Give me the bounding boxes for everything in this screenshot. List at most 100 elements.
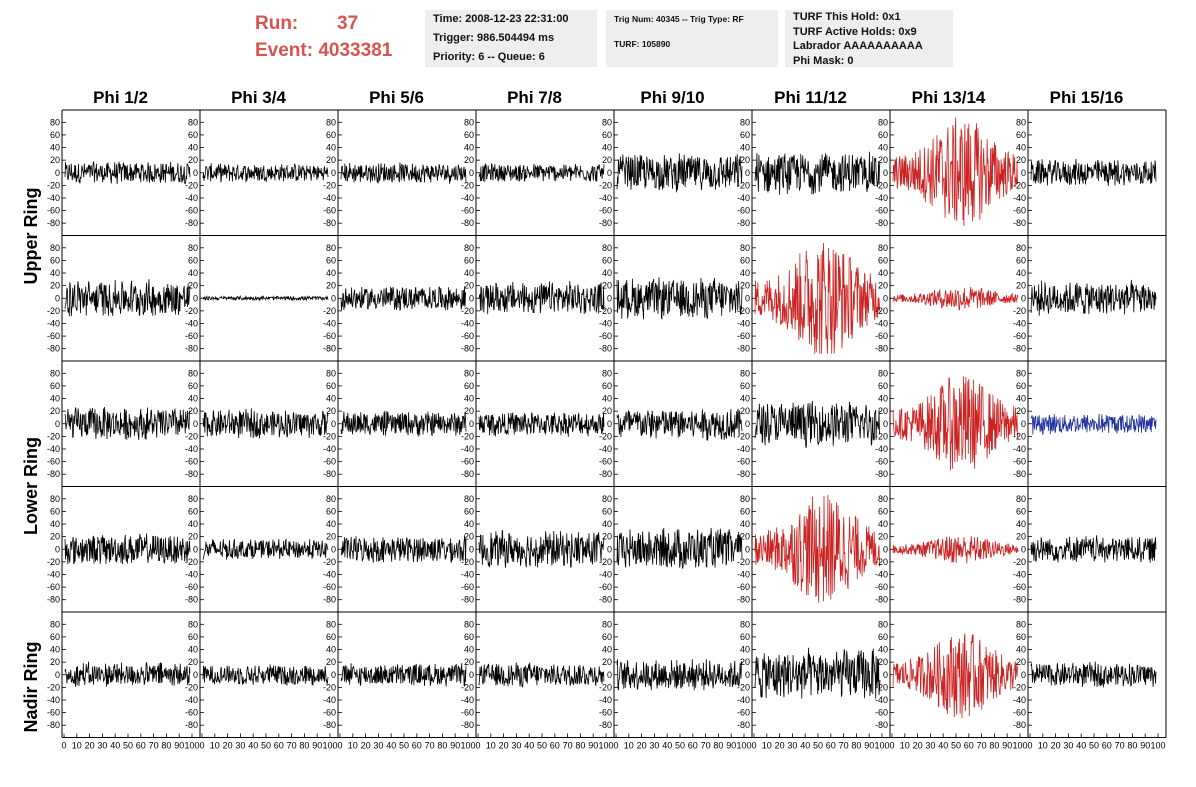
x-tick-label: 40 xyxy=(662,741,672,751)
y-tick-label: 80 xyxy=(1016,619,1026,629)
y-tick-label: 80 xyxy=(878,494,888,504)
y-tick-label: -80 xyxy=(323,720,336,730)
x-tick-label: 10 xyxy=(624,741,634,751)
y-tick-label: 80 xyxy=(740,243,750,253)
y-tick-label: -20 xyxy=(323,306,336,316)
y-tick-label: -20 xyxy=(1013,180,1026,190)
y-tick-label: 0 xyxy=(607,293,612,303)
y-tick-label: -60 xyxy=(47,206,60,216)
y-tick-label: 60 xyxy=(1016,632,1026,642)
y-tick-label: -20 xyxy=(599,682,612,692)
run-label: Run: xyxy=(255,13,299,34)
y-tick-label: -20 xyxy=(875,180,888,190)
x-tick-label: 30 xyxy=(649,741,659,751)
y-tick-label: 40 xyxy=(188,394,198,404)
y-tick-label: 20 xyxy=(326,657,336,667)
y-tick-label: -80 xyxy=(461,595,474,605)
y-tick-label: -20 xyxy=(47,682,60,692)
y-tick-label: 60 xyxy=(50,255,60,265)
y-tick-label: -20 xyxy=(47,180,60,190)
x-tick-label: 100 xyxy=(736,741,751,751)
y-tick-label: 40 xyxy=(50,143,60,153)
run-value: 37 xyxy=(337,13,359,34)
y-tick-label: 80 xyxy=(878,619,888,629)
y-tick-label: 40 xyxy=(464,143,474,153)
y-tick-label: -80 xyxy=(599,218,612,228)
waveform-trace xyxy=(892,536,1019,564)
y-tick-label: 40 xyxy=(464,519,474,529)
y-tick-label: -20 xyxy=(737,306,750,316)
y-tick-label: -80 xyxy=(185,469,198,479)
y-tick-label: -20 xyxy=(1013,306,1026,316)
x-tick-label: 0 xyxy=(475,741,480,751)
y-tick-label: 60 xyxy=(878,506,888,516)
y-tick-label: 80 xyxy=(326,368,336,378)
x-tick-label: 70 xyxy=(563,741,573,751)
y-tick-label: 40 xyxy=(740,519,750,529)
turf-info-box: TURF This Hold: 0x1 TURF Active Holds: 0… xyxy=(785,10,953,67)
y-tick-label: 80 xyxy=(188,243,198,253)
y-tick-label: -80 xyxy=(47,595,60,605)
x-tick-label: 80 xyxy=(437,741,447,751)
y-tick-label: 0 xyxy=(745,670,750,680)
y-tick-label: 0 xyxy=(193,293,198,303)
y-tick-label: -20 xyxy=(737,557,750,567)
y-tick-label: 40 xyxy=(1016,268,1026,278)
y-tick-label: 40 xyxy=(878,519,888,529)
y-tick-label: 80 xyxy=(326,494,336,504)
x-tick-label: 70 xyxy=(1115,741,1125,751)
waveform-trace xyxy=(616,153,743,193)
y-tick-label: -40 xyxy=(599,318,612,328)
x-tick-label: 60 xyxy=(550,741,560,751)
y-tick-label: 20 xyxy=(878,406,888,416)
y-tick-label: -60 xyxy=(1013,708,1026,718)
y-tick-label: 0 xyxy=(331,544,336,554)
y-tick-label: 0 xyxy=(1021,419,1026,429)
y-tick-label: -60 xyxy=(185,708,198,718)
waveform-trace xyxy=(64,161,191,185)
y-tick-label: 40 xyxy=(878,268,888,278)
y-tick-label: -60 xyxy=(185,206,198,216)
y-tick-label: 20 xyxy=(464,281,474,291)
y-tick-label: -40 xyxy=(47,569,60,579)
waveform-trace xyxy=(64,406,191,441)
y-tick-label: 40 xyxy=(740,143,750,153)
y-tick-label: 60 xyxy=(878,130,888,140)
y-tick-label: 40 xyxy=(188,143,198,153)
y-tick-label: 20 xyxy=(326,155,336,165)
y-tick-label: -60 xyxy=(599,331,612,341)
y-tick-label: -60 xyxy=(737,206,750,216)
x-tick-label: 80 xyxy=(989,741,999,751)
y-tick-label: 60 xyxy=(464,255,474,265)
y-tick-label: 80 xyxy=(50,117,60,127)
y-tick-label: 40 xyxy=(1016,394,1026,404)
x-tick-label: 20 xyxy=(1051,741,1061,751)
y-tick-label: 60 xyxy=(878,632,888,642)
y-tick-label: -80 xyxy=(737,469,750,479)
y-tick-label: 20 xyxy=(740,406,750,416)
y-tick-label: -80 xyxy=(1013,218,1026,228)
x-tick-label: 40 xyxy=(386,741,396,751)
y-tick-label: -60 xyxy=(47,582,60,592)
y-tick-label: -20 xyxy=(875,557,888,567)
y-tick-label: 20 xyxy=(50,155,60,165)
y-tick-label: 60 xyxy=(188,255,198,265)
x-tick-label: 10 xyxy=(210,741,220,751)
x-tick-label: 60 xyxy=(136,741,146,751)
x-tick-label: 70 xyxy=(977,741,987,751)
y-tick-label: 40 xyxy=(878,394,888,404)
y-tick-label: 20 xyxy=(878,657,888,667)
y-tick-label: -40 xyxy=(47,318,60,328)
x-tick-label: 50 xyxy=(675,741,685,751)
y-tick-label: -20 xyxy=(47,431,60,441)
y-tick-label: 40 xyxy=(188,519,198,529)
run-event-block: Run: 37 Event: 4033381 xyxy=(255,10,392,64)
y-tick-label: -80 xyxy=(461,218,474,228)
y-tick-label: 80 xyxy=(326,243,336,253)
y-tick-label: 0 xyxy=(745,419,750,429)
y-tick-label: -80 xyxy=(875,469,888,479)
y-tick-label: 20 xyxy=(326,406,336,416)
y-tick-label: -60 xyxy=(185,582,198,592)
y-tick-label: 60 xyxy=(326,632,336,642)
y-tick-label: 60 xyxy=(326,130,336,140)
